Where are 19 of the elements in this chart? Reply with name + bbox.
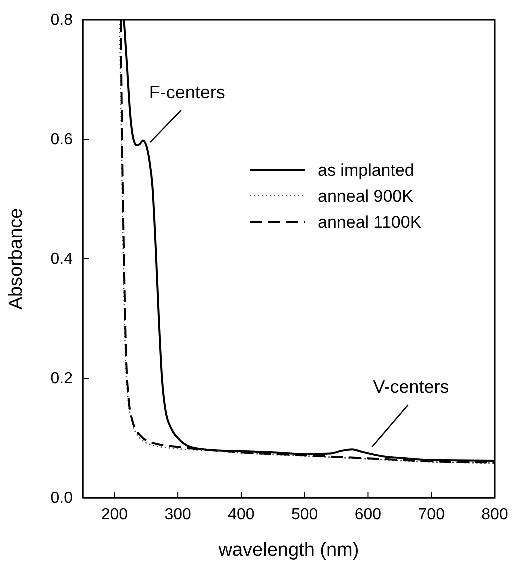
y-tick-label: 0.6 — [50, 132, 74, 149]
x-tick-label: 500 — [291, 506, 318, 524]
x-tick-label: 200 — [101, 506, 128, 524]
annotation: V-centers — [373, 377, 450, 398]
x-tick-label: 400 — [228, 506, 255, 524]
legend-label: as implanted — [318, 161, 414, 180]
x-tick-label: 800 — [482, 506, 508, 524]
y-tick-label: 0.0 — [50, 490, 74, 508]
x-tick-label: 600 — [354, 506, 382, 524]
legend-label: anneal 900K — [318, 187, 414, 206]
y-tick-label: 0.2 — [50, 370, 74, 388]
legend-label: anneal 1100K — [318, 213, 422, 232]
annotation: F-centers — [149, 82, 226, 102]
x-tick-label: 700 — [418, 506, 446, 524]
y-axis-title: Absorbance — [6, 208, 27, 310]
x-axis-title: wavelength (nm) — [218, 540, 360, 561]
x-tick-label: 300 — [164, 506, 192, 524]
y-tick-label: 0.8 — [50, 12, 74, 30]
y-tick-label: 0.4 — [50, 251, 74, 268]
